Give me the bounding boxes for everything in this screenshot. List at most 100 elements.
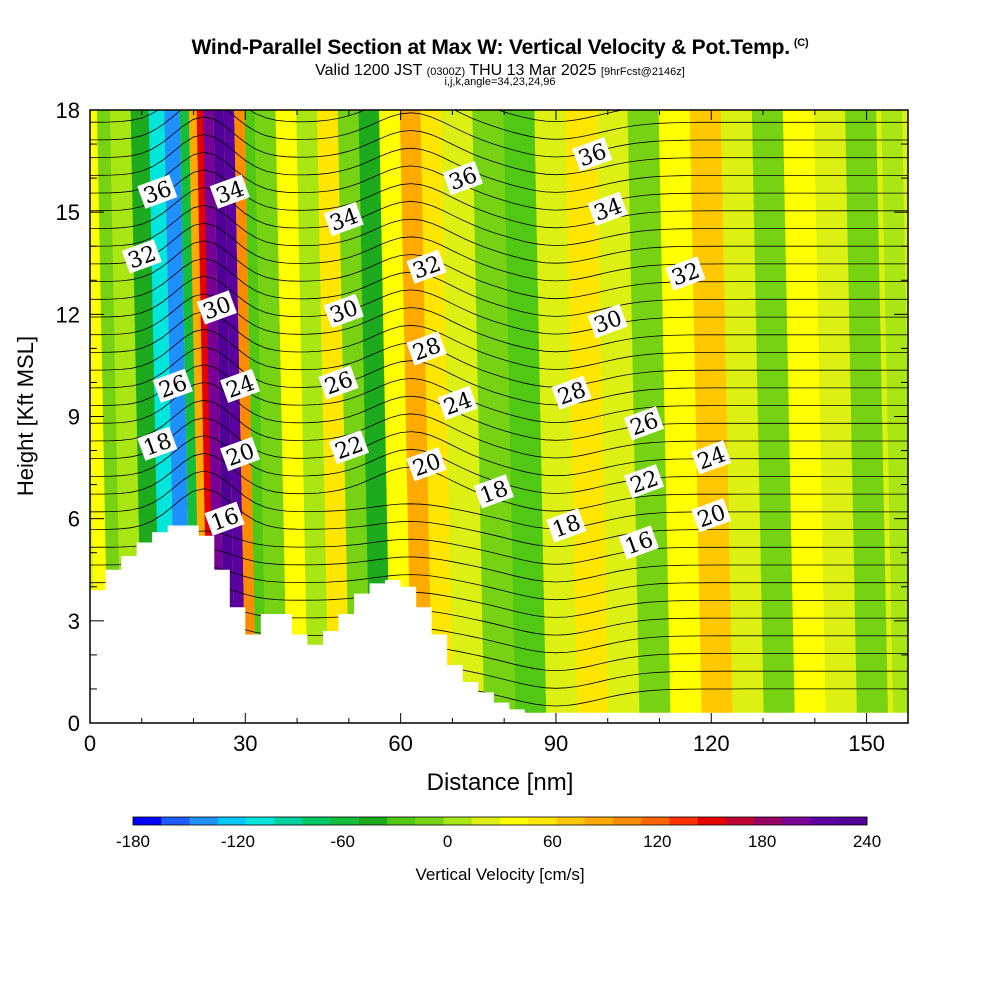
velocity-band <box>782 110 826 723</box>
x-tick-label: 90 <box>544 731 568 756</box>
colorbar-tick-label: -60 <box>330 832 355 851</box>
isentrope-label-box <box>323 293 364 328</box>
isentrope-label-box <box>121 239 162 274</box>
y-axis: 0 3 6 9 12 15 18 <box>56 98 908 736</box>
isentrope-line <box>90 328 908 388</box>
isentrope-label-box <box>323 201 364 237</box>
isentrope-line <box>90 548 908 583</box>
isentrope-label-box <box>437 385 478 420</box>
colorbar-swatch <box>669 817 699 825</box>
isentrope-label-box <box>137 426 178 461</box>
colorbar-swatch <box>810 817 840 825</box>
colorbar-tick-label: 0 <box>443 832 452 851</box>
colorbar-swatch <box>358 817 388 825</box>
velocity-band <box>751 110 795 723</box>
isentrope-line <box>90 311 908 370</box>
isentrope-line <box>90 110 908 158</box>
copyright-mark: (C) <box>793 37 809 49</box>
isentrope-label-box <box>587 304 628 339</box>
colorbar-swatch <box>387 817 416 825</box>
isentrope-label-box <box>209 174 250 209</box>
velocity-band <box>337 110 371 723</box>
isentrope-label-box <box>623 464 665 499</box>
x-axis: 0 30 60 90 120 150 <box>84 110 885 756</box>
colorbar-swatch <box>725 817 755 825</box>
chart-subtitle: Valid 1200 JST (0300Z) THU 13 Mar 2025 [… <box>0 62 1000 80</box>
grid-indices: i,j,k,angle=34,23,24,96 <box>444 76 556 88</box>
isentrope-line <box>90 151 908 211</box>
velocity-band <box>689 110 733 723</box>
colorbar-tick-label: 120 <box>643 832 671 851</box>
isentrope-label-box <box>623 406 665 441</box>
colorbar-swatch <box>641 817 670 825</box>
isentrope-label-box <box>137 174 178 209</box>
x-axis-label: Distance [nm] <box>427 769 574 796</box>
colorbar-tick-label: 240 <box>853 832 881 851</box>
colorbar-tick-label: 60 <box>543 832 562 851</box>
isentrope-label-box <box>318 365 359 400</box>
terrain-profile <box>90 525 908 723</box>
isentrope-line <box>90 364 908 424</box>
isentrope-line <box>90 116 908 176</box>
colorbar-swatch <box>697 817 727 825</box>
colorbar-swatch <box>528 817 557 825</box>
isentrope-label-box <box>204 501 245 536</box>
x-tick-label: 0 <box>84 731 96 756</box>
isentrope-line <box>90 275 908 335</box>
isentrope-line <box>90 204 908 264</box>
velocity-band <box>358 110 392 723</box>
y-tick-label: 3 <box>68 609 80 634</box>
colorbar-swatch <box>245 817 275 825</box>
colorbar-swatch <box>556 817 586 825</box>
forecast-info: [9hrFcst@2146z] <box>600 66 685 78</box>
colorbar-swatch <box>415 817 445 825</box>
velocity-band <box>213 110 236 723</box>
isentrope-lines <box>90 0 908 707</box>
y-tick-label: 18 <box>56 98 80 123</box>
velocity-band <box>565 110 609 723</box>
isentrope-label-box <box>442 161 483 196</box>
isentrope-label-box <box>220 436 261 472</box>
isentrope-label-box <box>473 474 514 509</box>
x-tick-label: 150 <box>848 731 885 756</box>
isentrope-label-box <box>691 440 732 475</box>
isentrope-line <box>90 46 908 104</box>
isentrope-label-box <box>587 191 628 226</box>
isentrope-line <box>90 11 908 69</box>
isentrope-line <box>90 530 908 565</box>
colorbar-swatch <box>612 817 642 825</box>
isentrope-label-box <box>546 508 587 543</box>
isentrope-label-box <box>406 447 447 482</box>
isentrope-label: 30 <box>196 290 237 325</box>
colorbar-swatch <box>471 817 501 825</box>
velocity-band <box>234 110 257 723</box>
isentrope-line <box>90 28 908 86</box>
isentrope-label-box <box>691 498 732 533</box>
velocity-band <box>503 110 547 723</box>
valid-time: Valid 1200 JST <box>315 62 423 79</box>
y-tick-label: 12 <box>56 302 80 327</box>
velocity-band <box>223 110 247 723</box>
isentrope-label-box <box>406 249 447 284</box>
x-tick-label: 60 <box>388 731 412 756</box>
title-text: Wind-Parallel Section at Max W: Vertical… <box>191 36 791 59</box>
isentrope-label: 22 <box>328 430 369 465</box>
isentrope-line <box>90 0 908 51</box>
y-tick-label: 9 <box>68 405 80 430</box>
isentrope-line <box>90 240 908 300</box>
colorbar-tick-label: -180 <box>116 832 150 851</box>
velocity-band <box>96 110 125 723</box>
velocity-band <box>720 110 764 723</box>
isentrope-label: 28 <box>551 375 592 411</box>
isentrope-line <box>90 417 908 477</box>
valid-date: THU 13 Mar 2025 <box>469 62 597 79</box>
velocity-band <box>254 110 288 723</box>
isentrope-label-box <box>551 375 592 410</box>
isentrope-line <box>90 134 908 193</box>
velocity-band <box>441 110 485 723</box>
y-tick-label: 0 <box>68 711 80 736</box>
isentrope-label: 20 <box>406 447 447 482</box>
isentrope-line <box>90 110 908 140</box>
isentrope-label-box <box>152 368 193 403</box>
velocity-band <box>845 110 889 723</box>
